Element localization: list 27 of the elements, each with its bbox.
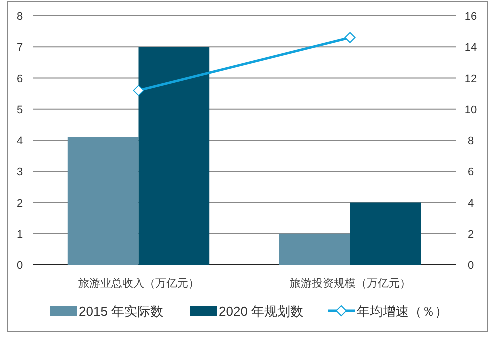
- y2-tick-label: 8: [468, 136, 474, 148]
- bar: [68, 137, 139, 265]
- y2-tick-label: 14: [464, 42, 478, 54]
- y-tick-label: 5: [16, 104, 24, 116]
- y-tick-label: 7: [16, 42, 24, 54]
- y-tick-label: 4: [16, 136, 24, 148]
- y-tick-label: 1: [16, 228, 24, 241]
- x-tick-label: 旅游业总收入（万亿元）: [78, 277, 200, 290]
- y2-tick-label: 2: [468, 228, 474, 241]
- y2-tick-label: 12: [464, 73, 478, 86]
- legend-label: 年均增速（％）: [357, 304, 448, 319]
- y-tick-label: 0: [16, 260, 24, 272]
- bar: [350, 202, 422, 265]
- y-tick-label: 6: [16, 73, 24, 86]
- y-tick-label: 8: [16, 11, 24, 23]
- y-tick-label: 3: [16, 166, 24, 179]
- bar: [279, 234, 350, 265]
- x-tick-label: 旅游投资规模（万亿元）: [290, 277, 411, 290]
- y2-tick-label: 10: [464, 104, 478, 116]
- y2-tick-label: 6: [468, 166, 474, 179]
- y-tick-label: 2: [16, 198, 24, 210]
- legend-label: 2020 年规划数: [219, 304, 304, 319]
- legend-label: 2015 年实际数: [79, 304, 164, 319]
- y2-tick-label: 4: [468, 198, 474, 210]
- y2-tick-label: 16: [464, 11, 478, 23]
- y2-tick-label: 0: [468, 260, 474, 272]
- bar: [138, 47, 210, 265]
